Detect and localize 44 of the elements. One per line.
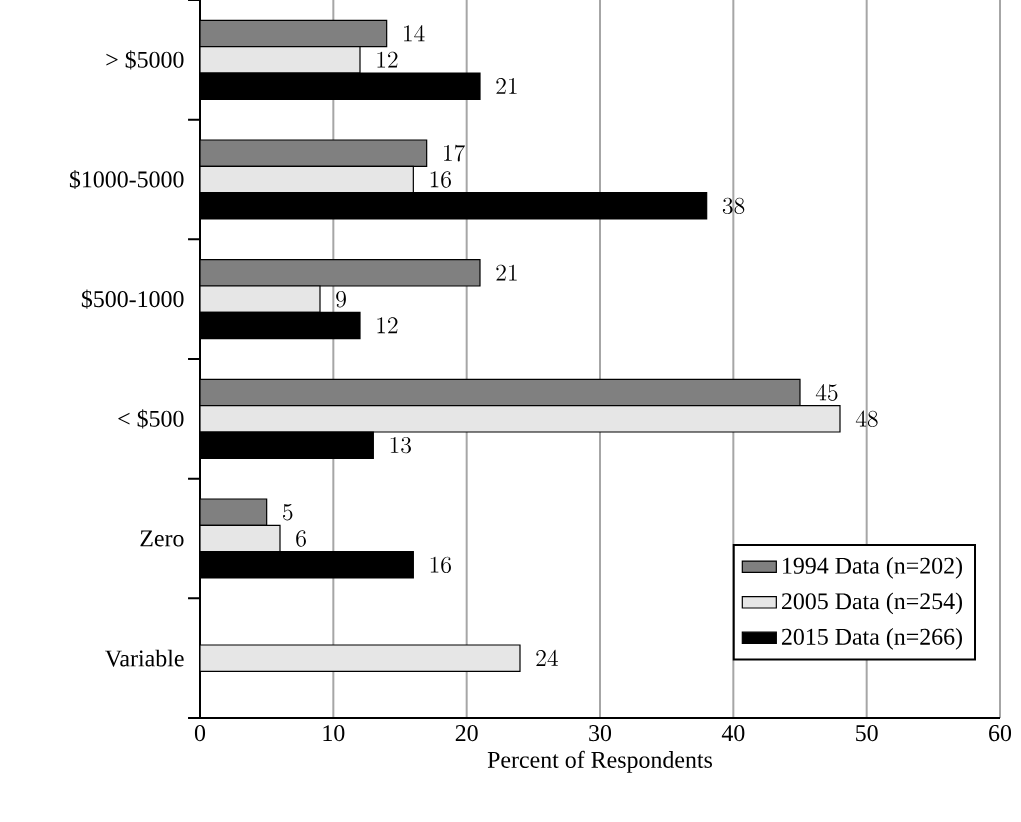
x-tick-label: 40 — [721, 725, 745, 742]
data-label: 24 — [536, 649, 558, 666]
legend-label: 2005 Data (n=254) — [781, 592, 962, 615]
y-tick-label: < $500 — [118, 409, 184, 429]
x-tick-label: 0 — [194, 725, 206, 742]
data-label: 16 — [430, 556, 451, 574]
data-label: 12 — [377, 51, 398, 68]
x-axis-title: Percent of Respondents — [487, 750, 713, 773]
data-label: 14 — [404, 25, 425, 42]
data-label: 17 — [444, 144, 465, 162]
bar — [200, 259, 481, 287]
data-label: 13 — [390, 436, 411, 454]
data-label: 5 — [283, 504, 293, 521]
data-label: 16 — [430, 171, 451, 188]
x-tick-label: 10 — [323, 725, 345, 742]
bar — [200, 285, 321, 313]
x-tick-label: 50 — [856, 725, 878, 742]
y-tick-label: $1000-5000 — [69, 169, 184, 190]
bar — [200, 378, 801, 407]
bar — [200, 19, 388, 48]
data-label: 48 — [855, 410, 878, 428]
legend-label: 2015 Data (n=266) — [781, 628, 962, 650]
y-tick-label: > $5000 — [106, 50, 184, 70]
bar — [200, 139, 428, 167]
bar — [200, 644, 521, 672]
data-label: 12 — [377, 317, 398, 334]
data-label: 9 — [336, 290, 346, 308]
bar — [200, 524, 281, 553]
data-label: 21 — [496, 264, 517, 281]
x-tick-label: 60 — [989, 725, 1012, 742]
data-label: 45 — [815, 384, 838, 401]
bar — [200, 165, 414, 194]
bar — [200, 46, 361, 74]
y-tick-label: $500-1000 — [81, 289, 184, 309]
legend-label: 1994 Data (n=202) — [783, 557, 962, 579]
y-tick-label: Zero — [140, 530, 184, 547]
x-tick-label: 30 — [589, 725, 612, 742]
data-label: 38 — [722, 197, 745, 215]
data-label: 6 — [296, 530, 306, 547]
x-tick-label: 20 — [455, 725, 478, 742]
bar — [200, 405, 841, 433]
y-tick-label: Variable — [105, 649, 184, 667]
bar — [200, 498, 268, 526]
data-label: 21 — [496, 77, 517, 94]
